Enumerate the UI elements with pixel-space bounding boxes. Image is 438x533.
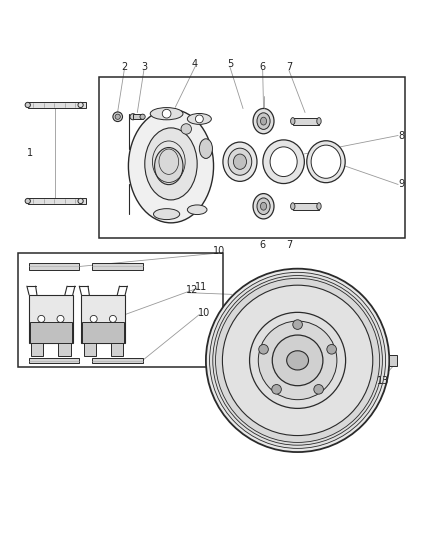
Circle shape — [213, 276, 382, 445]
Ellipse shape — [287, 351, 308, 370]
Circle shape — [206, 269, 389, 452]
Bar — [99, 77, 405, 238]
Bar — [133, 114, 144, 119]
Circle shape — [110, 316, 117, 322]
Text: 12: 12 — [186, 285, 198, 295]
Circle shape — [250, 312, 346, 408]
Bar — [81, 295, 125, 343]
Bar — [29, 295, 73, 343]
Circle shape — [327, 344, 336, 354]
Circle shape — [209, 272, 385, 448]
Circle shape — [259, 344, 268, 354]
Ellipse shape — [145, 128, 197, 200]
Ellipse shape — [261, 117, 267, 125]
Ellipse shape — [311, 145, 341, 179]
Ellipse shape — [233, 154, 247, 169]
Bar — [293, 203, 319, 210]
Circle shape — [195, 115, 203, 123]
Circle shape — [115, 114, 120, 119]
Bar — [389, 354, 397, 366]
Circle shape — [113, 112, 123, 122]
Text: 6: 6 — [260, 62, 266, 72]
Text: 10: 10 — [198, 308, 210, 318]
Bar — [82, 322, 124, 343]
Circle shape — [90, 316, 97, 322]
Circle shape — [258, 321, 337, 400]
Ellipse shape — [150, 108, 183, 120]
Bar — [84, 342, 96, 356]
Ellipse shape — [263, 140, 304, 183]
Bar — [31, 342, 43, 356]
Ellipse shape — [153, 208, 180, 220]
Circle shape — [223, 285, 373, 435]
Text: 8: 8 — [399, 131, 405, 141]
Ellipse shape — [257, 113, 270, 130]
Circle shape — [293, 320, 302, 329]
Circle shape — [78, 198, 83, 204]
Ellipse shape — [199, 139, 212, 158]
Bar — [28, 102, 86, 108]
Ellipse shape — [253, 108, 274, 134]
Bar — [29, 263, 79, 270]
Bar — [18, 253, 223, 367]
Ellipse shape — [290, 203, 295, 210]
Text: 7: 7 — [286, 62, 292, 72]
Ellipse shape — [155, 148, 183, 184]
Ellipse shape — [253, 193, 274, 219]
Bar — [92, 263, 143, 270]
Ellipse shape — [261, 203, 267, 210]
Text: 10: 10 — [213, 246, 225, 256]
Ellipse shape — [270, 147, 297, 176]
Ellipse shape — [307, 141, 345, 183]
Text: 6: 6 — [260, 240, 266, 249]
Bar — [58, 342, 71, 356]
Text: 5: 5 — [227, 59, 233, 69]
Circle shape — [272, 335, 323, 386]
Text: 1: 1 — [27, 148, 33, 158]
Circle shape — [314, 384, 323, 394]
Text: 7: 7 — [286, 240, 292, 249]
Bar — [30, 322, 72, 343]
Ellipse shape — [290, 118, 295, 125]
Bar — [28, 198, 86, 204]
Circle shape — [25, 198, 30, 204]
Circle shape — [25, 102, 30, 108]
Circle shape — [78, 102, 83, 108]
Bar — [29, 358, 79, 364]
Bar — [293, 118, 319, 125]
Text: 9: 9 — [399, 180, 405, 189]
Circle shape — [38, 316, 45, 322]
Circle shape — [272, 384, 281, 394]
Ellipse shape — [187, 114, 212, 124]
Ellipse shape — [257, 198, 270, 215]
Text: 2: 2 — [121, 62, 127, 72]
Circle shape — [130, 114, 136, 120]
Ellipse shape — [228, 148, 252, 175]
Text: 3: 3 — [141, 62, 147, 72]
Ellipse shape — [317, 118, 321, 125]
Text: 13: 13 — [377, 376, 389, 386]
Circle shape — [140, 114, 145, 119]
Ellipse shape — [223, 142, 257, 181]
Ellipse shape — [128, 109, 214, 223]
Circle shape — [215, 278, 380, 442]
Ellipse shape — [187, 205, 207, 215]
Circle shape — [162, 109, 171, 118]
Circle shape — [57, 316, 64, 322]
Ellipse shape — [317, 203, 321, 210]
Text: 11: 11 — [195, 282, 208, 292]
Text: 4: 4 — [192, 59, 198, 69]
Bar — [92, 358, 143, 364]
Circle shape — [181, 124, 191, 134]
Bar — [111, 342, 123, 356]
